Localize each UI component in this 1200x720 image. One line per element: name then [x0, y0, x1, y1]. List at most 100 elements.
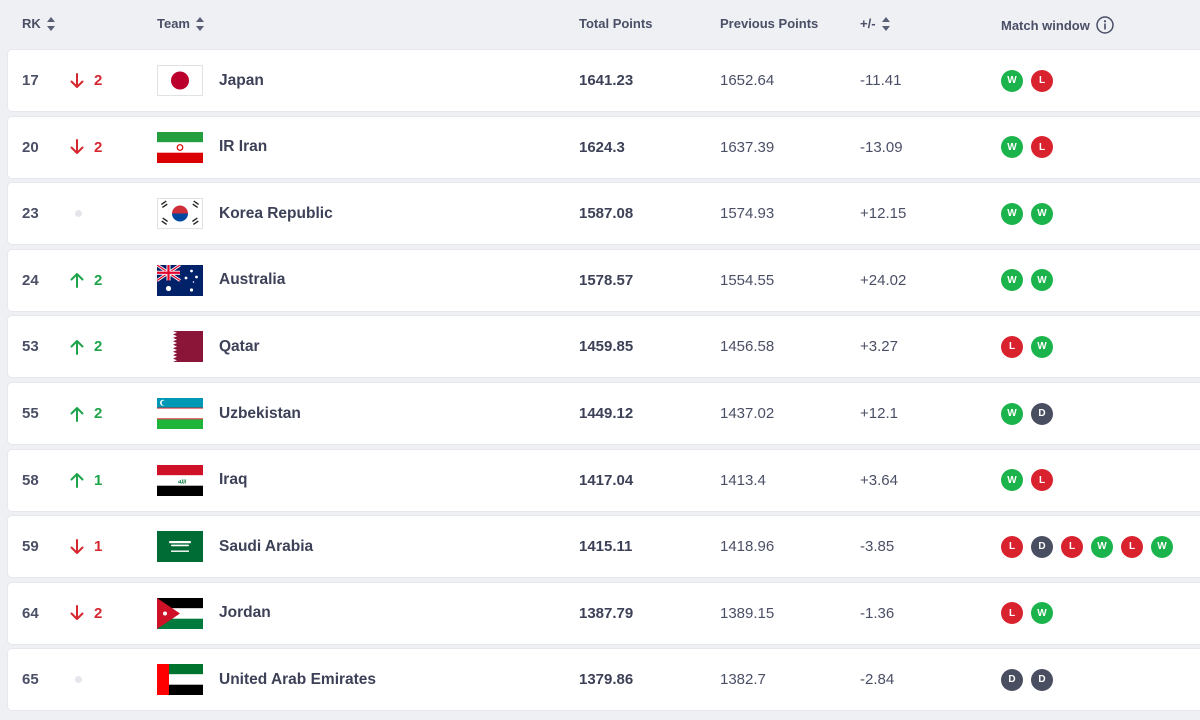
previous-points: 1652.64	[720, 72, 775, 89]
match-result-badge: W	[1001, 136, 1023, 159]
match-result-badge: L	[1031, 469, 1053, 492]
sort-icon[interactable]	[196, 16, 204, 31]
rank-value: 59	[22, 538, 39, 556]
total-points: 1415.11	[579, 538, 633, 556]
arrow-up-icon	[70, 339, 84, 355]
rank-value: 17	[22, 72, 39, 89]
table-row[interactable]: 64 2 Jordan 1387.79 1389.15 -1.36 L W	[8, 582, 1200, 644]
team-name[interactable]: Japan	[219, 71, 264, 89]
match-result-badge: L	[1121, 535, 1143, 558]
points-diff: +12.1	[860, 405, 898, 422]
previous-points: 1637.39	[720, 138, 775, 156]
rank-change: 2	[70, 250, 102, 311]
diff-header-label: +/-	[860, 16, 876, 31]
rank-change-value: 1	[94, 538, 103, 556]
team-name[interactable]: Qatar	[219, 337, 260, 355]
previous-points: 1554.55	[720, 271, 775, 289]
team-name[interactable]: United Arab Emirates	[219, 670, 377, 688]
rank-change	[70, 649, 82, 710]
iraq-flag-icon: ﷲ	[157, 464, 203, 496]
arrow-down-icon	[70, 538, 84, 555]
match-result-badge: W	[1031, 202, 1053, 225]
rank-change-value: 2	[94, 138, 103, 156]
uae-flag-icon	[157, 664, 203, 696]
total-points: 1641.23	[579, 72, 634, 89]
svg-text:ﷲ: ﷲ	[178, 477, 186, 485]
match-result-badge: W	[1001, 202, 1023, 225]
total-points: 1624.3	[579, 138, 625, 156]
rank-value: 53	[22, 338, 39, 356]
diff-header[interactable]: +/-	[860, 16, 890, 31]
points-diff: +12.15	[860, 205, 907, 223]
team-name[interactable]: Iraq	[219, 471, 248, 489]
total-points: 1387.79	[579, 604, 634, 622]
rank-change-value: 2	[94, 405, 103, 422]
japan-flag-icon	[157, 65, 203, 96]
rank-value: 23	[22, 205, 39, 223]
team-name[interactable]: Uzbekistan	[219, 404, 301, 422]
info-icon[interactable]	[1096, 16, 1114, 34]
team-name[interactable]: Jordan	[219, 604, 271, 622]
rank-change: 1	[70, 516, 102, 577]
team-name[interactable]: Australia	[219, 271, 286, 289]
points-diff: -13.09	[860, 138, 903, 156]
total-points: 1578.57	[579, 271, 634, 289]
rank-change-value: 2	[94, 338, 103, 356]
total-points: 1379.86	[579, 671, 634, 689]
table-row[interactable]: 24 2 Australia 1578.57 1554.55 +24.02 W W	[8, 249, 1200, 311]
points-diff: -2.84	[860, 671, 895, 689]
match-window-header: Match window	[1001, 16, 1114, 34]
match-result-badge: W	[1001, 402, 1023, 425]
rank-change: 1	[70, 450, 102, 511]
iran-flag-icon	[157, 131, 203, 163]
rank-change: 2	[70, 583, 102, 644]
table-row[interactable]: 53 2 Qatar 1459.85 1456.58 +3.27 L W	[8, 316, 1200, 378]
table-row[interactable]: 17 2 Japan 1641.23 1652.64 -11.41 W L	[8, 50, 1200, 111]
rank-change: 2	[70, 50, 102, 111]
match-result-badge: W	[1091, 535, 1113, 558]
previous-points: 1456.58	[720, 338, 775, 356]
arrow-down-icon	[70, 72, 84, 89]
rank-header-label: RK	[22, 16, 41, 31]
team-name[interactable]: Saudi Arabia	[219, 537, 314, 555]
table-row[interactable]: 58 1 ﷲ Iraq 1417.04 1413.4 +3.64 W L	[8, 449, 1200, 511]
table-row[interactable]: 20 2 IR Iran 1624.3 1637.39 -13.09 W L	[8, 116, 1200, 178]
sort-icon[interactable]	[881, 16, 890, 31]
team-header[interactable]: Team	[157, 16, 204, 31]
previous-points-header: Previous Points	[720, 16, 818, 31]
table-row[interactable]: 23 Korea Republic 1587.08 1574.93 +12.15 W W	[8, 183, 1200, 245]
previous-points: 1418.96	[720, 538, 775, 556]
table-row[interactable]: 59 1 Saudi Arabia 1415.11 1418.96 -3.85 L D L W L W	[8, 516, 1200, 578]
saudi-arabia-flag-icon	[157, 531, 203, 563]
qatar-flag-icon	[157, 331, 203, 363]
jordan-flag-icon	[157, 597, 203, 629]
team-header-label: Team	[157, 16, 190, 31]
rank-value: 20	[22, 138, 39, 156]
match-window-header-label: Match window	[1001, 17, 1090, 33]
points-diff: -3.85	[860, 538, 895, 556]
sort-icon[interactable]	[46, 16, 55, 31]
team-name[interactable]: IR Iran	[219, 138, 268, 156]
arrow-up-icon	[70, 472, 84, 489]
rank-value: 64	[22, 604, 39, 622]
match-result-badge: W	[1031, 335, 1053, 358]
rank-header[interactable]: RK	[22, 16, 55, 31]
rank-change-value: 2	[94, 604, 103, 622]
match-result-badge: W	[1001, 269, 1023, 292]
match-result-badge: L	[1061, 535, 1083, 558]
total-points: 1587.08	[579, 205, 634, 223]
rank-change: 2	[70, 316, 102, 377]
rank-change-value: 2	[94, 72, 103, 89]
table-row[interactable]: 65 United Arab Emirates 1379.86 1382.7 -2.84…	[8, 649, 1200, 711]
rank-value: 65	[22, 671, 39, 689]
australia-flag-icon	[157, 264, 203, 296]
team-name[interactable]: Korea Republic	[219, 204, 333, 222]
table-row[interactable]: 55 2 Uzbekistan 1449.12 1437.02 +12.1 W D	[8, 383, 1200, 444]
match-result-badge: W	[1001, 469, 1023, 492]
